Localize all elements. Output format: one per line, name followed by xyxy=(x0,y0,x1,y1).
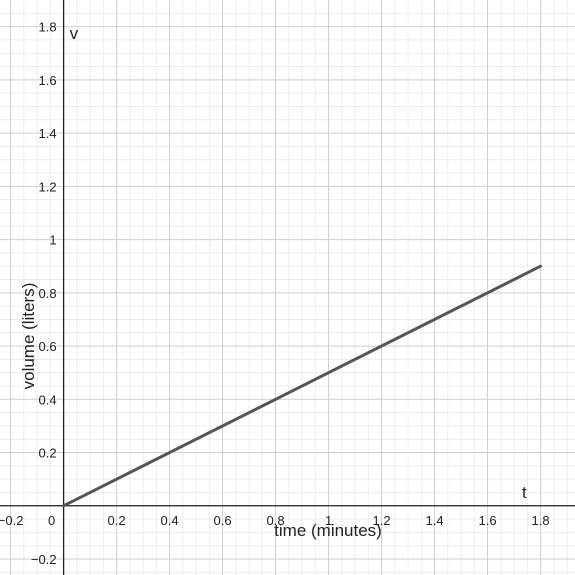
x-tick-label: 1 xyxy=(325,513,332,528)
y-tick-label: 1.2 xyxy=(39,179,57,194)
series-line-0 xyxy=(62,264,543,508)
x-tick-label: −0.2 xyxy=(0,513,23,528)
y-tick-label: 1 xyxy=(49,233,56,248)
x-tick-label: 0.8 xyxy=(267,513,285,528)
y-tick-label: 1.4 xyxy=(39,126,57,141)
y-tick-label: 1.8 xyxy=(39,20,57,35)
x-axis-label: time (minutes) xyxy=(274,521,382,540)
tick-labels: −0.2 0.2 0.4 0.6 0.8 1 1.2 1.4 1.6 1.8 −0.2 0.2 0.4 0… xyxy=(0,20,550,567)
x-tick-label: 0.2 xyxy=(108,513,126,528)
x-tick-label: 1.4 xyxy=(426,513,444,528)
x-tick-label: 0.4 xyxy=(161,513,179,528)
origin-label: 0 xyxy=(48,513,55,528)
x-tick-label: 1.2 xyxy=(373,513,391,528)
y-tick-label: 0.4 xyxy=(39,392,57,407)
y-tick-label: 1.6 xyxy=(39,73,57,88)
y-axis-name: v xyxy=(70,24,79,43)
x-tick-label: 1.8 xyxy=(532,513,550,528)
y-tick-label: 0.8 xyxy=(39,286,57,301)
x-axis-name: t xyxy=(522,483,527,502)
y-axis-label: volume (liters) xyxy=(19,283,38,390)
x-tick-label: 0.6 xyxy=(214,513,232,528)
x-tick-label: 1.6 xyxy=(479,513,497,528)
y-tick-label: 0.2 xyxy=(39,446,57,461)
series-layer xyxy=(62,264,543,508)
y-tick-label: 0.6 xyxy=(39,339,57,354)
y-tick-label: −0.2 xyxy=(31,552,57,567)
